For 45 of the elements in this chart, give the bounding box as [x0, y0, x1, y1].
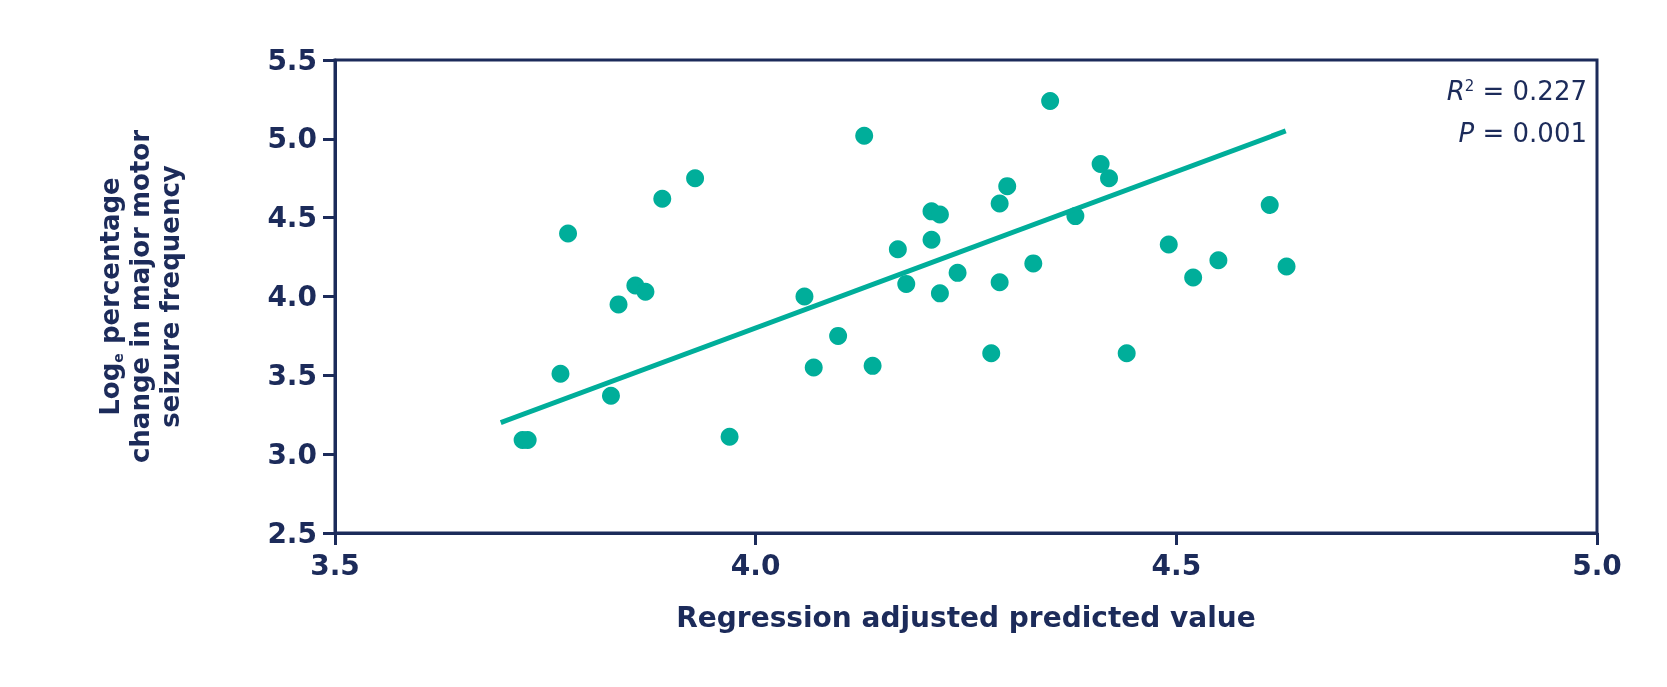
point — [686, 169, 705, 188]
annotation: P = 0.001 — [1458, 118, 1587, 148]
x-tick-label: 3.5 — [310, 548, 360, 582]
point — [1117, 344, 1136, 363]
point — [1041, 92, 1060, 110]
point — [829, 326, 848, 345]
point — [653, 189, 672, 208]
point — [1100, 169, 1119, 188]
y-tick-label: 5.0 — [267, 122, 317, 156]
y-tick-label: 3.0 — [267, 437, 317, 471]
point — [922, 230, 941, 249]
point — [601, 386, 620, 405]
point — [948, 263, 967, 282]
point — [982, 344, 1001, 363]
point — [1277, 257, 1296, 276]
x-tick-label: 4.5 — [1151, 548, 1202, 582]
point — [1091, 155, 1110, 174]
point — [1024, 254, 1043, 273]
point — [720, 427, 739, 446]
point — [551, 364, 570, 383]
point — [636, 282, 655, 301]
y-tick-label: 4.5 — [267, 201, 317, 235]
point — [897, 274, 916, 293]
y-tick-label: 3.5 — [267, 358, 317, 392]
point — [559, 224, 578, 243]
point — [609, 295, 628, 314]
point — [888, 240, 907, 259]
point — [1159, 235, 1178, 254]
y-tick-label: 5.5 — [267, 43, 317, 77]
point — [804, 358, 823, 377]
x-axis-title: Regression adjusted predicted value — [676, 600, 1256, 634]
y-tick-label: 2.5 — [267, 516, 317, 550]
point — [990, 273, 1009, 292]
point — [990, 194, 1009, 213]
point — [1184, 268, 1203, 287]
point — [855, 126, 874, 145]
point — [863, 356, 882, 375]
point — [1260, 196, 1279, 215]
point — [795, 287, 814, 306]
point — [998, 177, 1017, 196]
point — [930, 284, 949, 303]
x-tick-label: 5.0 — [1572, 548, 1622, 582]
x-tick-label: 4.0 — [730, 548, 781, 582]
point — [1209, 251, 1228, 270]
y-tick-label: 4.0 — [267, 280, 317, 313]
